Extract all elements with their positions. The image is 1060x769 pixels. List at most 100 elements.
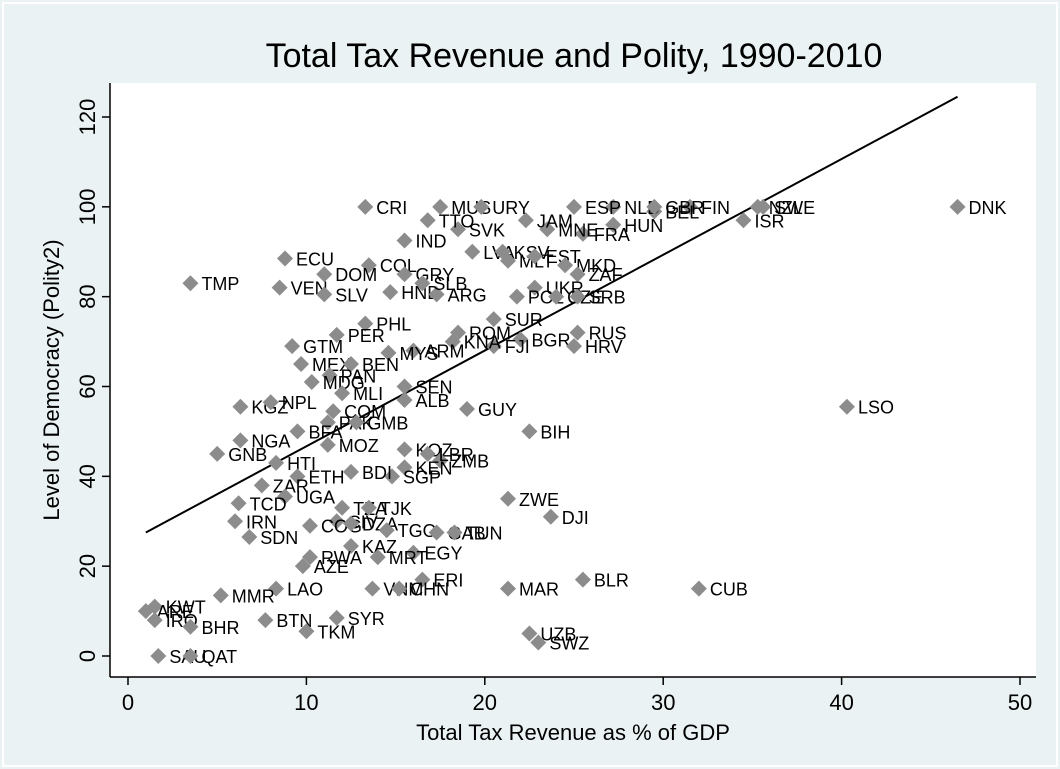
- y-tick-label: 20: [75, 554, 100, 578]
- data-point-label: ARE: [157, 602, 194, 622]
- data-point-marker: [357, 198, 374, 215]
- data-point-label: BDI: [362, 463, 392, 483]
- data-point-label: EST: [546, 247, 581, 267]
- data-point-label: MRT: [389, 548, 428, 568]
- data-point-marker: [646, 198, 663, 215]
- data-point-label: MOZ: [339, 436, 379, 456]
- data-point-label: TUN: [465, 523, 502, 543]
- data-point-marker: [949, 198, 966, 215]
- data-point-label: IRN: [246, 512, 277, 532]
- data-point-marker: [380, 344, 397, 361]
- data-point-marker: [396, 441, 413, 458]
- data-point-marker: [414, 275, 431, 292]
- data-point-marker: [301, 549, 318, 566]
- data-point-label: SVK: [469, 220, 505, 240]
- data-point-label: BIH: [540, 422, 570, 442]
- data-point-marker: [396, 378, 413, 395]
- data-point-marker: [419, 445, 436, 462]
- data-point-marker: [321, 367, 338, 384]
- data-point-label: BGR: [531, 330, 570, 350]
- data-point-label: SWE: [774, 198, 815, 218]
- data-point-marker: [325, 403, 342, 420]
- data-point-marker: [360, 257, 377, 274]
- data-point-label: SYR: [348, 609, 385, 629]
- data-point-label: PHL: [376, 315, 411, 335]
- data-point-marker: [319, 414, 336, 431]
- data-point-label: BEN: [362, 355, 399, 375]
- data-point-marker: [241, 528, 258, 545]
- x-tick-label: 50: [1008, 690, 1032, 715]
- data-point-marker: [343, 463, 359, 480]
- y-tick-label: 60: [75, 374, 100, 398]
- data-point-marker: [334, 385, 351, 402]
- data-point-marker: [284, 338, 301, 355]
- data-point-label: SLB: [433, 274, 467, 294]
- data-point-marker: [432, 452, 449, 469]
- data-point-marker: [294, 558, 311, 575]
- data-point-label: MEX: [312, 355, 351, 375]
- data-point-label: MAR: [519, 580, 559, 600]
- data-point-label: ERI: [433, 571, 463, 591]
- data-point-label: NZL: [769, 198, 803, 218]
- data-point-marker: [276, 250, 293, 267]
- data-point-marker: [357, 315, 374, 332]
- data-point-marker: [262, 394, 279, 411]
- data-point-marker: [566, 198, 582, 215]
- data-point-label: TJK: [380, 499, 412, 519]
- data-point-marker: [499, 490, 516, 507]
- data-point-marker: [499, 580, 516, 597]
- fit-line: [145, 95, 959, 534]
- data-point-label: GNB: [228, 445, 267, 465]
- data-point-marker: [566, 338, 582, 355]
- data-point-label: SRB: [589, 288, 626, 308]
- data-point-marker: [298, 623, 315, 640]
- data-point-marker: [316, 286, 333, 303]
- data-point-marker: [182, 618, 199, 635]
- data-point-marker: [343, 537, 359, 554]
- data-point-marker: [334, 499, 351, 516]
- data-point-label: JAM: [537, 211, 573, 231]
- data-point-label: DNK: [969, 198, 1007, 218]
- data-point-marker: [146, 612, 163, 629]
- data-point-label: MNE: [558, 220, 598, 240]
- data-point-label: ECU: [296, 249, 334, 269]
- x-tick-label: 40: [829, 690, 853, 715]
- data-point-marker: [303, 374, 320, 391]
- data-point-label: KNA: [464, 333, 501, 353]
- data-point-marker: [182, 275, 199, 292]
- data-point-marker: [414, 571, 431, 588]
- data-point-label: LBR: [439, 445, 474, 465]
- data-point-marker: [289, 468, 306, 485]
- data-point-marker: [574, 225, 591, 242]
- data-point-marker: [512, 331, 529, 348]
- y-tick-label: 40: [75, 464, 100, 488]
- data-point-label: DJI: [562, 508, 589, 528]
- plot-area: [110, 83, 1036, 677]
- data-point-marker: [396, 391, 413, 408]
- data-point-marker: [212, 587, 229, 604]
- data-point-marker: [271, 279, 288, 296]
- data-point-marker: [268, 580, 285, 597]
- data-point-label: RUS: [589, 324, 627, 344]
- data-point-marker: [485, 311, 502, 328]
- data-point-label: BLR: [594, 571, 629, 591]
- data-point-marker: [548, 288, 565, 305]
- data-point-marker: [446, 524, 463, 541]
- data-point-label: SDN: [260, 528, 298, 548]
- data-point-label: TCD: [250, 494, 287, 514]
- data-point-label: TTO: [439, 211, 475, 231]
- data-point-marker: [569, 324, 586, 341]
- data-point-marker: [257, 612, 274, 629]
- data-point-marker: [316, 266, 333, 283]
- data-point-marker: [289, 423, 306, 440]
- x-tick-label: 20: [473, 690, 497, 715]
- data-point-label: MMR: [232, 586, 275, 606]
- data-point-label: URY: [492, 198, 530, 218]
- data-point-label: FJI: [505, 337, 530, 357]
- data-point-label: MLI: [353, 384, 383, 404]
- data-point-label: LAO: [287, 580, 323, 600]
- data-point-label: PAN: [341, 366, 377, 386]
- data-point-label: ZMB: [451, 452, 489, 472]
- data-point-label: KEN: [416, 458, 453, 478]
